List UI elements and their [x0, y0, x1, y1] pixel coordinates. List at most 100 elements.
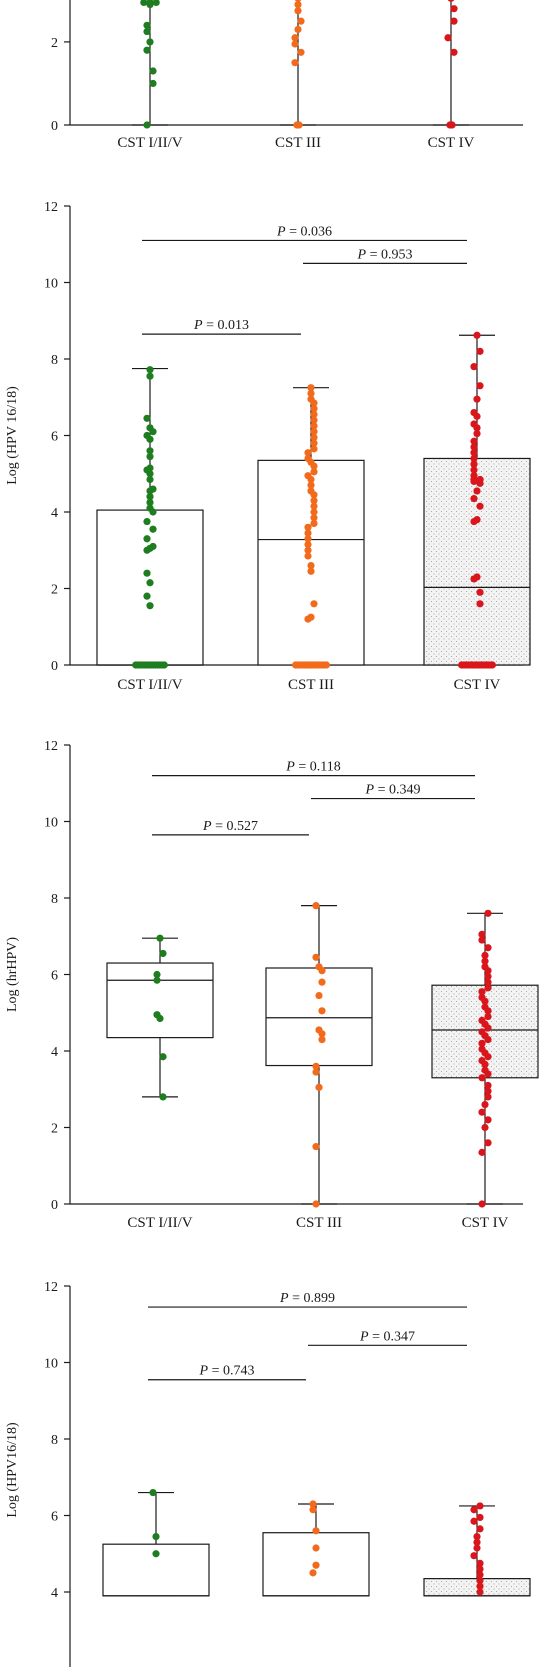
- x-category-label: CST III: [275, 135, 321, 151]
- p-symbol: P: [357, 247, 367, 262]
- data-point: [310, 410, 318, 419]
- p-value: = 0.118: [295, 760, 341, 775]
- data-point: [470, 1552, 478, 1560]
- data-point: [318, 967, 326, 975]
- p-value-label: P = 0.527: [202, 819, 258, 834]
- data-point: [476, 1565, 484, 1573]
- data-point: [146, 452, 154, 461]
- y-tick-label: 0: [51, 1198, 58, 1213]
- data-point: [312, 1062, 320, 1070]
- data-point: [304, 552, 312, 560]
- data-point: [476, 1576, 484, 1585]
- y-tick-label: 0: [51, 119, 58, 134]
- data-point: [470, 460, 478, 468]
- data-point: [143, 46, 151, 54]
- data-point: [484, 909, 492, 917]
- data-point: [310, 491, 318, 499]
- data-point: [304, 615, 312, 623]
- p-value-label: P = 0.036: [276, 224, 332, 239]
- data-point: [310, 416, 318, 424]
- data-point: [484, 1053, 492, 1061]
- data-point: [478, 1200, 486, 1208]
- data-point: [294, 7, 302, 15]
- data-point: [291, 59, 299, 67]
- data-point: [476, 502, 484, 510]
- p-symbol: P: [193, 318, 203, 333]
- p-value: = 0.347: [369, 1329, 415, 1344]
- data-point: [291, 34, 299, 42]
- data-point: [304, 546, 312, 554]
- data-point: [470, 449, 478, 457]
- data-point: [146, 366, 154, 374]
- data-point: [473, 424, 481, 432]
- data-point: [318, 978, 326, 986]
- data-point: [473, 412, 481, 420]
- data-point: [478, 1108, 486, 1116]
- p-value-label: P = 0.013: [193, 318, 249, 333]
- data-point: [304, 535, 312, 543]
- data-point: [473, 1544, 481, 1552]
- chart-panel-2: 0 2 4 6 8 10 12 Log (HPV 16/18) CST I/II/V CST II…: [5, 200, 531, 693]
- data-point: [310, 445, 318, 453]
- data-point: [304, 529, 312, 537]
- data-point: [478, 936, 486, 944]
- y-axis-label: Log (HPV16/18): [5, 1422, 20, 1518]
- x-category-label: CST III: [288, 677, 334, 693]
- p-value: = 0.899: [289, 1291, 335, 1306]
- data-point: [143, 592, 151, 600]
- data-point: [448, 121, 456, 129]
- data-point: [291, 40, 299, 48]
- p-value-label: P = 0.743: [199, 1364, 255, 1379]
- data-point: [146, 38, 154, 46]
- data-point: [447, 0, 455, 2]
- data-point: [159, 1093, 167, 1101]
- y-tick-label: 6: [51, 1510, 58, 1525]
- data-point: [310, 514, 318, 522]
- y-tick-label: 4: [51, 1586, 58, 1601]
- data-point: [470, 466, 478, 474]
- y-tick-label: 10: [44, 816, 58, 831]
- chart-panel-3: 0 2 4 6 8 10 12 Log (hrHPV) CST I/II/V CST III CST…: [5, 739, 539, 1231]
- data-point: [310, 519, 318, 528]
- data-point: [484, 1007, 492, 1015]
- p-symbol: P: [359, 1329, 369, 1344]
- data-point: [476, 382, 484, 390]
- data-point: [476, 600, 484, 608]
- data-point: [484, 1012, 492, 1021]
- data-point: [146, 493, 154, 501]
- data-point: [156, 1014, 164, 1023]
- p-value-label: P = 0.953: [357, 247, 413, 262]
- p-symbol: P: [276, 224, 286, 239]
- data-point: [470, 1506, 478, 1514]
- x-category-label: CST I/II/V: [127, 1215, 192, 1231]
- data-point: [310, 439, 318, 447]
- data-point: [450, 5, 458, 13]
- data-point: [484, 967, 492, 975]
- data-point: [476, 1571, 484, 1579]
- data-point: [322, 661, 330, 669]
- p-value: = 0.527: [212, 819, 258, 834]
- data-point: [146, 372, 154, 380]
- data-point: [149, 1488, 157, 1497]
- data-point: [304, 540, 312, 549]
- data-point: [315, 991, 323, 1000]
- y-tick-label: 0: [51, 659, 58, 674]
- data-point: [478, 988, 486, 996]
- x-category-label: CST IV: [462, 1215, 509, 1231]
- data-point: [310, 428, 318, 436]
- data-point: [484, 1116, 492, 1124]
- box: [265, 967, 373, 1067]
- data-point: [484, 1139, 492, 1147]
- y-tick-label: 12: [44, 739, 58, 754]
- y-tick-label: 6: [51, 969, 58, 984]
- p-value-label: P = 0.349: [365, 783, 421, 798]
- data-point: [478, 1039, 486, 1047]
- data-point: [484, 984, 492, 992]
- data-point: [484, 978, 492, 986]
- data-point: [310, 422, 318, 430]
- x-category-label: CST I/II/V: [117, 677, 182, 693]
- data-point: [312, 1143, 320, 1151]
- data-point: [470, 575, 478, 583]
- data-point: [473, 395, 481, 403]
- y-tick-label: 2: [51, 36, 58, 51]
